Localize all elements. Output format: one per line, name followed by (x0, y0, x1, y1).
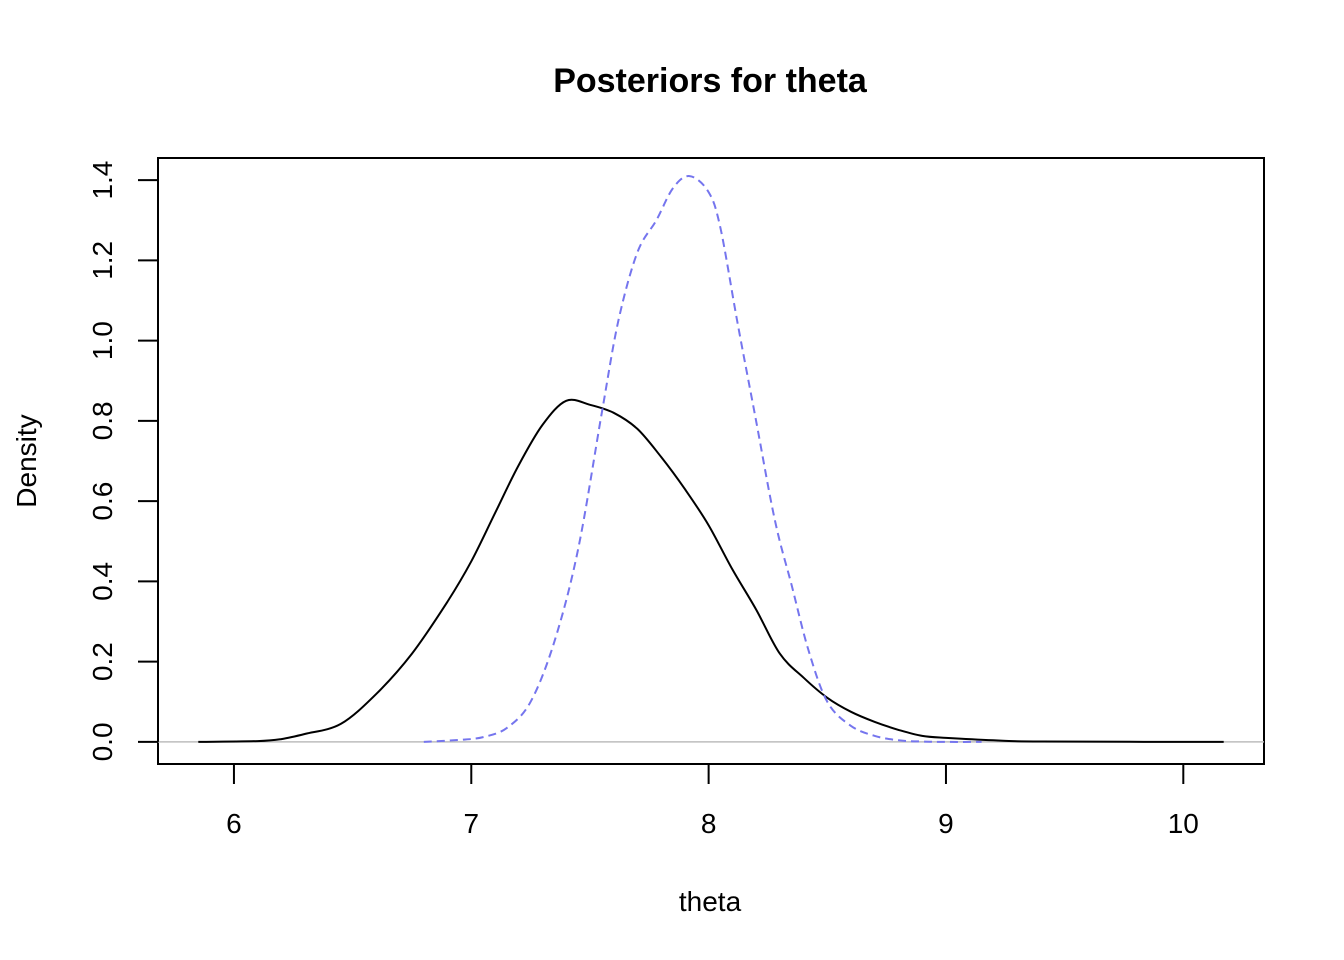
y-tick-label: 0.8 (87, 401, 118, 440)
y-tick-label: 0.4 (87, 562, 118, 601)
plot-frame (157, 157, 1265, 765)
x-tick-label: 10 (1168, 808, 1199, 839)
density-curve-1 (198, 398, 1224, 743)
y-tick-label: 0.0 (87, 722, 118, 761)
y-axis-label: Density (11, 414, 42, 507)
series-layer (198, 175, 1224, 743)
x-tick-label: 9 (938, 808, 954, 839)
x-axis: 6 7 8 9 10 (226, 763, 1199, 839)
x-tick-label: 7 (463, 808, 479, 839)
y-tick-label: 1.2 (87, 241, 118, 280)
x-tick-label: 6 (226, 808, 242, 839)
x-axis-label: theta (679, 886, 742, 917)
x-tick-label: 8 (701, 808, 717, 839)
chart-title: Posteriors for theta (553, 62, 868, 100)
density-curve-2 (423, 175, 982, 743)
y-axis: 0.0 0.2 0.4 0.6 0.8 1.0 1.2 1.4 (87, 161, 159, 761)
y-tick-label: 0.6 (87, 482, 118, 521)
y-tick-label: 1.0 (87, 321, 118, 360)
y-tick-label: 0.2 (87, 642, 118, 681)
y-tick-label: 1.4 (87, 161, 118, 200)
